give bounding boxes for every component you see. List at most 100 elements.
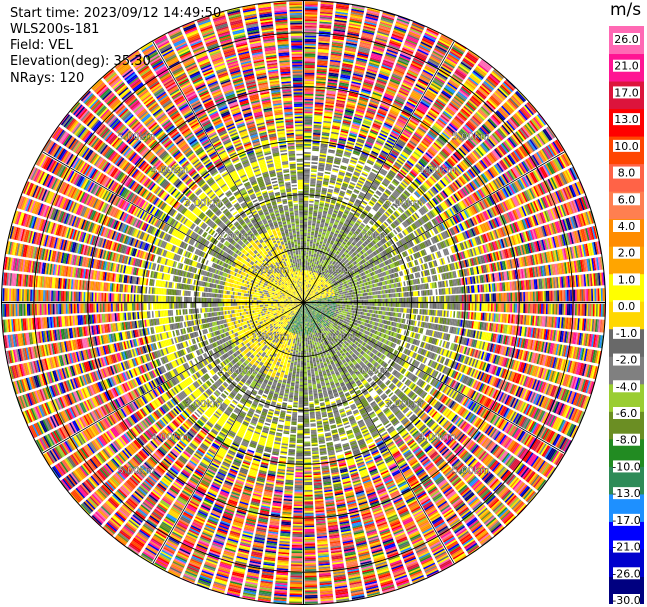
velocity-bin bbox=[286, 299, 288, 300]
velocity-bin bbox=[355, 294, 357, 296]
velocity-bin bbox=[276, 298, 278, 299]
velocity-bin bbox=[286, 301, 288, 302]
velocity-bin bbox=[305, 325, 306, 327]
velocity-bin bbox=[289, 300, 291, 301]
velocity-bin bbox=[305, 267, 307, 269]
velocity-bin bbox=[307, 369, 310, 371]
velocity-bin bbox=[297, 262, 299, 264]
velocity-bin bbox=[339, 297, 341, 299]
velocity-bin bbox=[298, 354, 300, 356]
velocity-bin bbox=[301, 241, 304, 243]
velocity-bin bbox=[331, 306, 333, 307]
velocity-bin bbox=[265, 297, 267, 299]
velocity-bin bbox=[291, 303, 293, 304]
velocity-bin bbox=[273, 307, 275, 309]
velocity-bin bbox=[304, 312, 305, 314]
velocity-bin bbox=[301, 244, 304, 246]
velocity-bin bbox=[326, 298, 328, 299]
velocity-bin bbox=[306, 343, 308, 345]
velocity-bin bbox=[330, 295, 332, 297]
velocity-bin bbox=[304, 239, 307, 241]
velocity-bin bbox=[307, 272, 309, 274]
velocity-bin bbox=[255, 308, 257, 310]
velocity-bin bbox=[298, 359, 301, 361]
velocity-bin bbox=[284, 301, 286, 302]
velocity-bin bbox=[323, 300, 325, 301]
velocity-bin bbox=[299, 274, 300, 276]
velocity-bin bbox=[305, 270, 306, 272]
velocity-bin bbox=[305, 278, 306, 280]
velocity-bin bbox=[307, 269, 309, 271]
velocity-bin bbox=[310, 331, 312, 333]
velocity-bin bbox=[310, 363, 313, 365]
velocity-bin bbox=[304, 366, 307, 368]
velocity-bin bbox=[297, 333, 299, 335]
velocity-bin bbox=[305, 285, 306, 287]
velocity-bin bbox=[329, 297, 331, 298]
velocity-bin bbox=[350, 308, 352, 310]
velocity-bin bbox=[286, 304, 288, 305]
velocity-bin bbox=[278, 308, 280, 309]
velocity-bin bbox=[301, 285, 302, 287]
velocity-bin bbox=[268, 306, 270, 308]
velocity-bin bbox=[339, 299, 341, 301]
velocity-bin bbox=[252, 308, 254, 310]
velocity-bin bbox=[260, 298, 262, 300]
velocity-bin bbox=[307, 357, 310, 359]
velocity-bin bbox=[369, 310, 371, 313]
velocity-bin bbox=[238, 292, 240, 295]
velocity-bin bbox=[297, 279, 298, 281]
velocity-bin bbox=[345, 307, 347, 309]
velocity-bin bbox=[309, 337, 311, 339]
velocity-bin bbox=[345, 298, 347, 300]
velocity-bin bbox=[323, 304, 325, 305]
velocity-bin bbox=[307, 323, 308, 325]
velocity-bin bbox=[280, 309, 282, 310]
velocity-bin bbox=[360, 294, 362, 297]
velocity-bin bbox=[310, 245, 313, 247]
velocity-bin bbox=[305, 269, 307, 271]
velocity-bin bbox=[239, 306, 241, 309]
velocity-bin bbox=[296, 352, 298, 354]
velocity-bin bbox=[258, 305, 260, 307]
velocity-bin bbox=[307, 267, 309, 269]
velocity-bin bbox=[267, 297, 269, 299]
velocity-bin bbox=[309, 282, 310, 284]
velocity-bin bbox=[331, 304, 333, 305]
velocity-bin bbox=[295, 342, 297, 344]
velocity-bin bbox=[321, 298, 323, 299]
velocity-bin bbox=[305, 282, 306, 284]
velocity-bin bbox=[294, 363, 297, 365]
velocity-bin bbox=[299, 256, 301, 258]
velocity-bin bbox=[334, 298, 336, 300]
velocity-bin bbox=[310, 263, 312, 265]
velocity-bin bbox=[302, 288, 303, 290]
velocity-bin bbox=[305, 283, 306, 285]
velocity-bin bbox=[296, 347, 298, 349]
velocity-bin bbox=[242, 306, 244, 309]
velocity-bin bbox=[297, 369, 300, 371]
velocity-bin bbox=[311, 258, 313, 260]
velocity-bin bbox=[308, 272, 310, 274]
velocity-bin bbox=[296, 337, 298, 339]
velocity-bin bbox=[277, 296, 279, 298]
velocity-bin bbox=[332, 309, 334, 311]
velocity-bin bbox=[339, 306, 341, 308]
velocity-bin bbox=[301, 319, 302, 321]
velocity-bin bbox=[311, 367, 314, 369]
velocity-bin bbox=[285, 306, 287, 307]
velocity-bin bbox=[305, 336, 307, 338]
velocity-bin bbox=[307, 280, 308, 282]
velocity-bin bbox=[310, 259, 312, 261]
velocity-bin bbox=[298, 321, 299, 323]
velocity-bin bbox=[268, 299, 270, 301]
velocity-bin bbox=[274, 309, 276, 311]
velocity-bin bbox=[342, 309, 344, 311]
velocity-bin bbox=[268, 308, 270, 310]
velocity-bin bbox=[257, 307, 259, 309]
velocity-bin bbox=[301, 323, 302, 325]
velocity-bin bbox=[309, 267, 311, 269]
velocity-bin bbox=[352, 305, 354, 307]
velocity-bin bbox=[305, 275, 306, 277]
velocity-bin bbox=[292, 304, 294, 305]
